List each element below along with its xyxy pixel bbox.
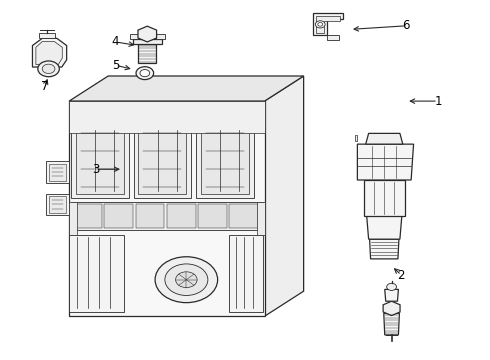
Polygon shape bbox=[317, 16, 340, 33]
Polygon shape bbox=[73, 204, 102, 228]
Polygon shape bbox=[383, 301, 400, 316]
Polygon shape bbox=[136, 204, 164, 228]
Polygon shape bbox=[369, 239, 399, 259]
Polygon shape bbox=[69, 101, 265, 134]
Polygon shape bbox=[366, 134, 403, 144]
Polygon shape bbox=[384, 314, 399, 335]
Polygon shape bbox=[357, 144, 414, 180]
Polygon shape bbox=[139, 44, 156, 63]
Polygon shape bbox=[138, 26, 157, 42]
Polygon shape bbox=[314, 13, 343, 35]
Polygon shape bbox=[257, 202, 265, 234]
Polygon shape bbox=[46, 161, 69, 183]
Polygon shape bbox=[39, 33, 55, 39]
Circle shape bbox=[318, 23, 323, 26]
Polygon shape bbox=[32, 39, 67, 67]
Polygon shape bbox=[69, 234, 124, 312]
Polygon shape bbox=[69, 101, 265, 316]
Polygon shape bbox=[49, 163, 66, 181]
Text: 3: 3 bbox=[92, 163, 99, 176]
Polygon shape bbox=[76, 126, 124, 194]
Text: 6: 6 bbox=[402, 19, 410, 32]
Polygon shape bbox=[134, 123, 191, 198]
Circle shape bbox=[140, 69, 150, 77]
Text: 2: 2 bbox=[397, 269, 405, 282]
Polygon shape bbox=[156, 34, 165, 39]
Polygon shape bbox=[229, 204, 258, 228]
Polygon shape bbox=[104, 204, 133, 228]
Text: 5: 5 bbox=[112, 59, 119, 72]
Polygon shape bbox=[36, 41, 62, 64]
Text: 4: 4 bbox=[112, 35, 119, 49]
Polygon shape bbox=[367, 216, 402, 239]
Polygon shape bbox=[133, 39, 162, 44]
Polygon shape bbox=[130, 34, 139, 39]
Polygon shape bbox=[167, 204, 196, 228]
Circle shape bbox=[175, 272, 197, 288]
Polygon shape bbox=[265, 76, 304, 316]
Text: 1: 1 bbox=[434, 95, 442, 108]
Polygon shape bbox=[327, 35, 339, 40]
Polygon shape bbox=[69, 202, 77, 234]
Polygon shape bbox=[229, 234, 263, 312]
Polygon shape bbox=[355, 135, 357, 140]
Polygon shape bbox=[198, 204, 227, 228]
Polygon shape bbox=[385, 289, 398, 301]
Circle shape bbox=[387, 283, 396, 291]
Circle shape bbox=[38, 61, 59, 77]
Polygon shape bbox=[364, 180, 405, 216]
Polygon shape bbox=[69, 76, 304, 101]
Text: 7: 7 bbox=[41, 80, 49, 93]
Polygon shape bbox=[71, 123, 129, 198]
Circle shape bbox=[136, 67, 154, 80]
Circle shape bbox=[165, 264, 208, 296]
Polygon shape bbox=[46, 194, 69, 215]
Circle shape bbox=[42, 64, 55, 73]
Polygon shape bbox=[71, 202, 263, 230]
Circle shape bbox=[316, 21, 325, 28]
Polygon shape bbox=[49, 196, 66, 213]
Polygon shape bbox=[201, 126, 249, 194]
Polygon shape bbox=[196, 123, 254, 198]
Circle shape bbox=[155, 257, 218, 303]
Polygon shape bbox=[139, 126, 186, 194]
